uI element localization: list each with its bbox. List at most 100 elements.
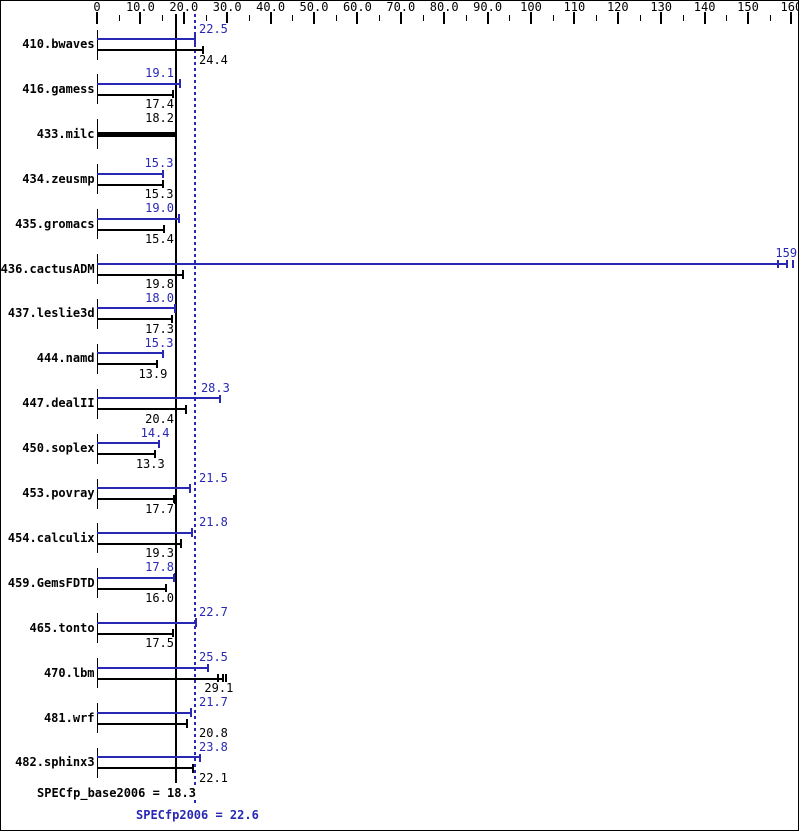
base-bar (97, 632, 173, 635)
base-bar (97, 49, 203, 51)
peak-value-label: 14.4 (140, 425, 170, 440)
x-axis-minor-tick (552, 15, 554, 21)
peak-bar (97, 307, 176, 310)
benchmark-label: 481.wrf (43, 710, 95, 725)
base-bar-endcap (174, 129, 177, 139)
base-bar (97, 498, 174, 500)
x-axis-major-tick (616, 12, 619, 24)
peak-bar-endcap (162, 169, 165, 179)
peak-value-label: 21.5 (199, 470, 228, 485)
benchmark-label: 436.cactusADM (0, 261, 95, 276)
base-bar (97, 273, 183, 276)
peak-value-label: 19.0 (145, 201, 175, 216)
base-bar-endcap (201, 45, 204, 55)
base-value-label: 18.2 (145, 111, 175, 126)
base-value-label: 22.1 (199, 770, 228, 785)
row-axis-tick (97, 613, 98, 644)
base-bar (97, 677, 224, 680)
x-axis-tick-label: 100 (520, 0, 542, 14)
peak-bar (97, 217, 180, 220)
benchmark-label: 444.namd (36, 351, 95, 366)
base-bar-endcap (156, 359, 159, 369)
x-axis-minor-tick (639, 15, 641, 21)
x-axis-major-tick (269, 12, 272, 24)
base-bar-endcap (172, 494, 175, 504)
benchmark-label: 447.dealII (22, 396, 95, 411)
peak-mean-line (194, 14, 197, 806)
base-bar (97, 587, 167, 590)
x-axis-tick-label: 70.0 (386, 0, 416, 14)
x-axis-major-tick (573, 12, 576, 24)
x-axis-tick-label: 80.0 (429, 0, 459, 14)
base-value-label: 19.3 (145, 546, 175, 561)
peak-bar-endcap (174, 303, 177, 313)
peak-value-label: 22.7 (199, 605, 228, 620)
x-axis-tick-label: 120 (606, 0, 629, 14)
row-axis-tick (97, 747, 98, 778)
x-axis-tick-label: 10.0 (125, 0, 155, 14)
base-bar (97, 318, 173, 321)
peak-bar (97, 576, 175, 579)
x-axis-minor-tick (118, 15, 120, 21)
peak-value-label: 21.8 (199, 515, 228, 530)
peak-value-label: 19.1 (145, 66, 175, 81)
row-axis-tick (97, 74, 98, 105)
base-bar (97, 183, 164, 186)
peak-whisker-cap (777, 259, 780, 268)
base-bar (97, 767, 193, 770)
base-value-label: 15.4 (144, 232, 174, 247)
peak-bar (97, 756, 201, 759)
peak-value-label: 28.3 (200, 380, 230, 395)
x-axis-major-tick (530, 12, 532, 24)
base-value-label: 29.1 (204, 681, 234, 696)
x-axis-tick-label: 40.0 (256, 0, 286, 14)
base-value-label: 16.0 (145, 591, 175, 606)
peak-value-label: 15.3 (144, 156, 174, 171)
x-axis-minor-tick (682, 15, 684, 21)
peak-bar (97, 711, 192, 714)
base-bar-endcap (162, 180, 165, 190)
x-axis-major-tick (703, 12, 706, 24)
base-bar-endcap (171, 314, 174, 324)
benchmark-label: 410.bwaves (22, 37, 95, 51)
x-axis-tick-label: 110 (563, 0, 586, 14)
x-axis-tick-label: 0 (93, 0, 101, 14)
base-bar-endcap (153, 449, 156, 459)
x-axis-tick-label: 160 (780, 0, 799, 14)
x-axis-major-tick (313, 12, 315, 24)
row-axis-tick (97, 343, 98, 374)
benchmark-label: 450.soplex (22, 441, 95, 456)
x-axis-major-tick (226, 12, 229, 24)
base-value-label: 13.9 (138, 366, 168, 381)
peak-bar-endcap (218, 393, 221, 403)
x-axis-minor-tick (205, 15, 207, 21)
row-axis-tick (97, 254, 98, 284)
peak-value-label: 22.5 (199, 21, 228, 36)
peak-value-label: 23.8 (199, 739, 228, 754)
base-bar (97, 93, 173, 96)
x-axis-major-tick (790, 12, 793, 24)
peak-bar (97, 666, 208, 669)
benchmark-label: 465.tonto (29, 620, 95, 635)
benchmark-label: 459.GemsFDTD (7, 575, 95, 590)
peak-bar (97, 397, 220, 400)
x-axis-minor-tick (248, 15, 250, 21)
x-axis-minor-tick (465, 15, 467, 21)
base-value-label: 19.8 (145, 277, 175, 291)
base-value-label: 17.3 (145, 321, 175, 336)
base-whisker-cap (217, 674, 220, 684)
x-axis-tick-label: 140 (693, 0, 716, 14)
x-axis-minor-tick (335, 15, 337, 21)
peak-mean-label: SPECfp2006 = 22.6 (136, 808, 259, 822)
x-axis-major-tick (747, 12, 749, 24)
x-axis-tick-label: 150 (737, 0, 759, 14)
peak-value-label: 18.0 (145, 290, 175, 305)
benchmark-label: 482.sphinx3 (15, 755, 95, 770)
x-axis-tick-label: 90.0 (473, 0, 503, 14)
x-axis-major-tick (182, 12, 185, 24)
row-axis-tick (97, 388, 98, 419)
x-axis-major-tick (356, 12, 359, 24)
x-axis-major-tick (96, 12, 98, 24)
x-axis-tick-label: 20.0 (169, 0, 199, 14)
